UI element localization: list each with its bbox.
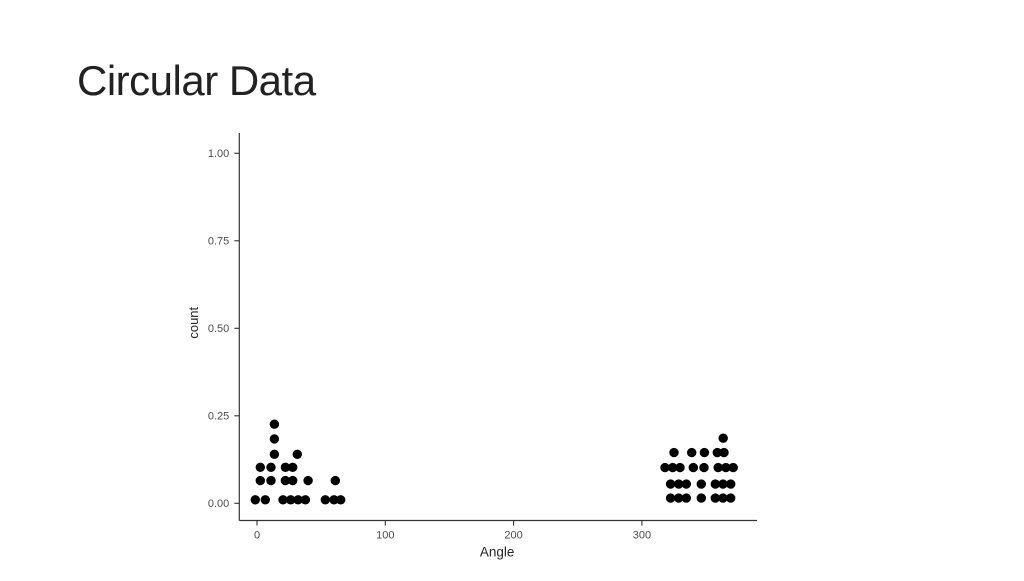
- data-point: [280, 462, 291, 472]
- data-point: [288, 462, 298, 472]
- y-tick-label: 0.75: [208, 236, 229, 248]
- data-point: [266, 462, 276, 472]
- x-tick-label: 200: [504, 530, 522, 542]
- data-point: [699, 447, 710, 458]
- data-point: [665, 479, 676, 489]
- data-point: [668, 462, 678, 473]
- data-point: [696, 493, 706, 503]
- data-point: [718, 479, 728, 489]
- data-point: [681, 479, 691, 489]
- data-point: [303, 475, 313, 486]
- data-point: [269, 419, 280, 429]
- data-point: [688, 462, 698, 473]
- data-point: [260, 495, 270, 505]
- data-point: [255, 475, 265, 486]
- data-point: [320, 495, 330, 505]
- data-point: [719, 447, 729, 458]
- data-point: [674, 479, 684, 489]
- x-tick-label: 100: [376, 530, 394, 542]
- data-point: [687, 447, 697, 458]
- y-axis-title: count: [186, 306, 201, 338]
- x-tick-label: 0: [254, 530, 260, 542]
- data-point: [336, 495, 346, 505]
- data-point: [280, 475, 291, 486]
- y-tick-label: 0.25: [208, 411, 229, 423]
- data-point: [721, 462, 731, 473]
- data-point: [255, 462, 265, 472]
- data-point: [713, 462, 723, 473]
- y-tick-label: 0.50: [208, 323, 229, 335]
- data-point: [675, 462, 685, 473]
- data-point: [269, 434, 280, 444]
- data-point: [660, 462, 670, 473]
- data-point: [329, 495, 339, 505]
- y-tick-label: 0.00: [208, 498, 229, 510]
- data-point: [269, 449, 280, 459]
- data-point: [665, 493, 676, 503]
- data-point: [728, 462, 738, 473]
- x-axis-title: Angle: [480, 545, 515, 560]
- data-point: [718, 433, 728, 443]
- data-point: [718, 493, 728, 503]
- x-tick-label: 300: [633, 530, 651, 542]
- data-point: [710, 493, 720, 503]
- data-point: [288, 475, 298, 486]
- y-tick-label: 1.00: [208, 148, 229, 160]
- data-point: [699, 462, 709, 473]
- data-point: [266, 475, 276, 486]
- data-point: [330, 475, 340, 486]
- data-point: [696, 479, 706, 489]
- data-point: [300, 495, 311, 505]
- data-point: [278, 495, 288, 505]
- data-point: [286, 495, 296, 505]
- data-point: [293, 495, 303, 505]
- data-point: [250, 495, 260, 505]
- data-point: [726, 479, 736, 489]
- data-point: [292, 449, 302, 459]
- data-point: [674, 493, 684, 503]
- data-point: [712, 447, 722, 458]
- data-point: [669, 447, 679, 458]
- slide-title: Circular Data: [77, 57, 316, 104]
- data-point: [726, 493, 736, 503]
- data-point: [681, 493, 691, 503]
- data-point: [710, 479, 720, 489]
